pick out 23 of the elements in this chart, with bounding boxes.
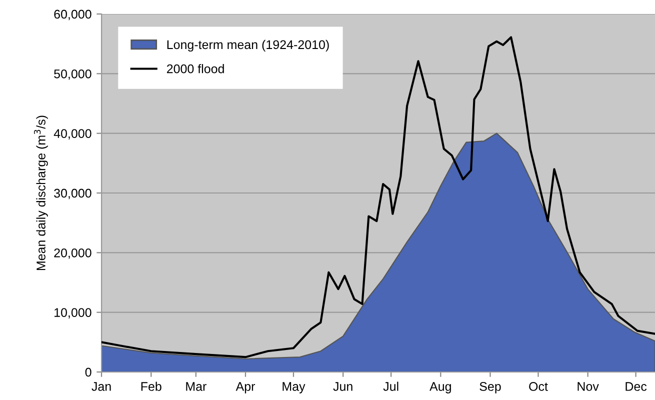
line-series xyxy=(102,36,655,358)
y-tick-label: 10,000 xyxy=(54,308,92,318)
x-tick-label: Jul xyxy=(383,382,398,391)
y-axis-title: Mean daily discharge (m$^{3}$/s) xyxy=(34,116,48,270)
x-tick-label: Jun xyxy=(333,382,352,391)
x-tick-label: May xyxy=(282,382,306,394)
x-tick-label: Nov xyxy=(578,382,599,391)
x-tick-label: Apr xyxy=(236,382,256,394)
x-tick-label: Oct xyxy=(529,382,548,391)
y-tick-label: 0 xyxy=(85,368,92,377)
y-tick-label: 50,000 xyxy=(54,69,92,80)
x-tick-label: Mar xyxy=(186,382,206,391)
x-tick-label: Aug xyxy=(430,382,451,394)
legend-label: 2000 flood xyxy=(166,64,224,74)
x-tick-label: Sep xyxy=(480,382,501,394)
y-tick-label: 40,000 xyxy=(54,129,92,140)
y-tick-label: 30,000 xyxy=(54,188,92,200)
x-tick-label: Feb xyxy=(141,382,162,391)
x-tick-label: Dec xyxy=(626,382,647,391)
y-tick-label: 20,000 xyxy=(54,248,92,259)
legend-label: Long-term mean (1924-2010) xyxy=(167,40,329,52)
y-tick-label: 60,000 xyxy=(54,10,92,20)
x-tick-label: Jan xyxy=(92,382,111,391)
